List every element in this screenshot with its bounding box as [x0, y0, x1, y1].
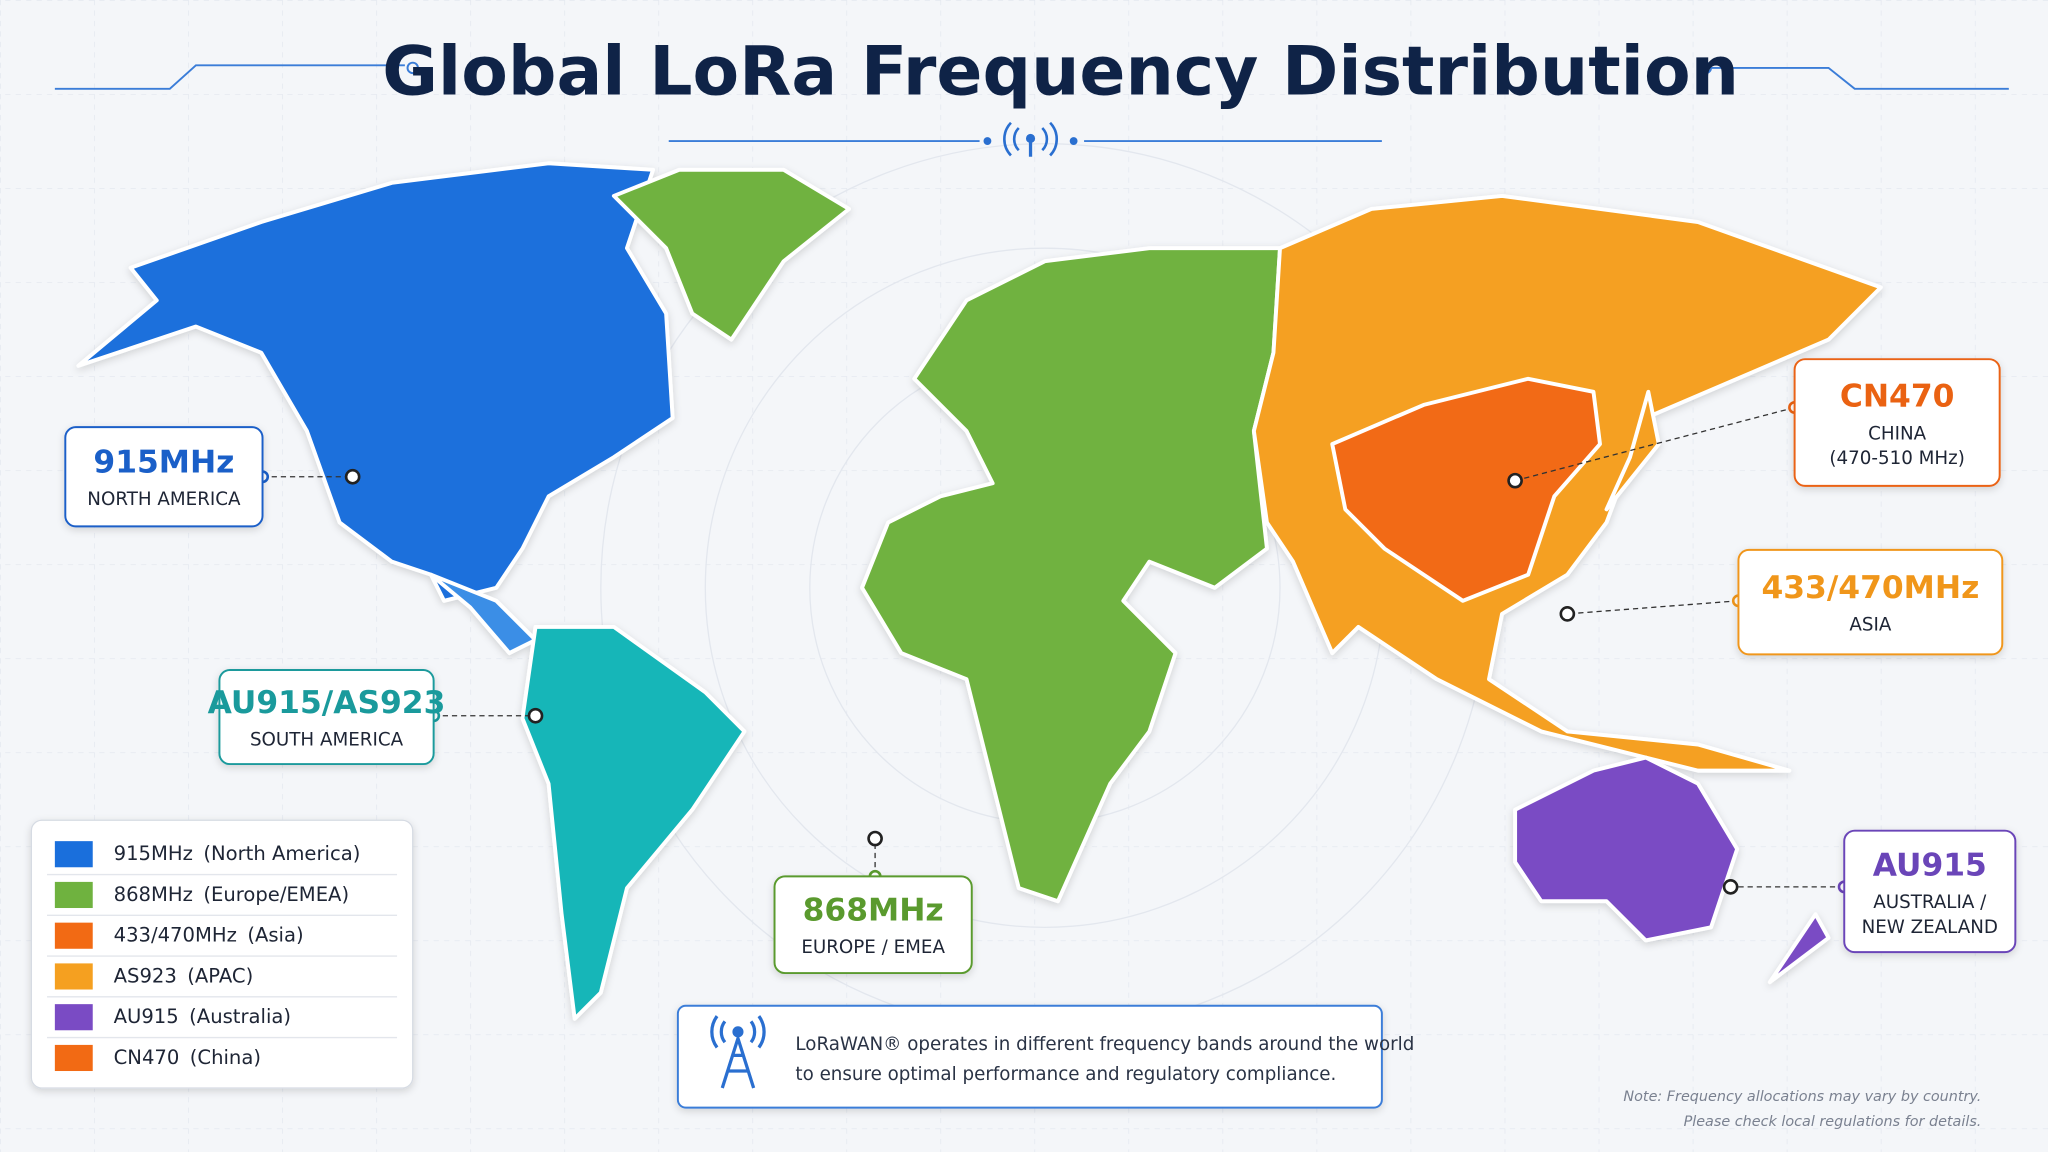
legend-label: 915MHz (North America) [114, 842, 361, 865]
connector-dot [344, 468, 361, 485]
callout: 433/470MHz ASIA [1559, 548, 2004, 656]
info-box: LoRaWAN® operates in different frequency… [676, 1004, 1414, 1109]
greenland [611, 167, 851, 342]
legend-swatch [54, 841, 93, 868]
callout-box [64, 426, 264, 528]
legend-region: (China) [190, 1045, 261, 1068]
legend-swatch [54, 922, 93, 949]
connector [1514, 406, 1795, 482]
callout: AU915 AUSTRALIA / NEW ZEALAND [1722, 829, 2017, 954]
callout-region: AUSTRALIA / [1873, 892, 1987, 913]
central-america [429, 572, 538, 656]
australia [1513, 755, 1740, 943]
callout-box [1737, 548, 2004, 656]
callout-region: NEW ZEALAND [1862, 917, 1998, 938]
china [1330, 376, 1602, 603]
south-america [520, 624, 747, 1021]
legend: 915MHz (North America) 868MHz (Europe/EMEA)… [30, 819, 414, 1089]
callout-band: 433/470MHz [1761, 570, 1979, 606]
connector-dot [527, 707, 544, 724]
legend-band: CN470 [114, 1045, 180, 1068]
legend-band: 915MHz [114, 842, 193, 865]
legend-swatch [54, 881, 93, 909]
legend-label: AS923 (APAC) [114, 964, 254, 987]
callout-box [1843, 829, 2017, 954]
legend-region: (APAC) [187, 964, 253, 987]
legend-label: 868MHz (Europe/EMEA) [114, 882, 349, 905]
japan [1604, 389, 1661, 512]
callout-region: NORTH AMERICA [87, 489, 241, 510]
connector-dot [1559, 606, 1576, 622]
legend-label: AU915 (Australia) [114, 1005, 291, 1028]
north-america [76, 161, 675, 603]
legend-swatch [54, 1004, 93, 1031]
header-decoration [54, 61, 2009, 143]
legend-region: (Australia) [189, 1005, 291, 1028]
legend-swatch [54, 963, 93, 990]
legend-region: (North America) [203, 842, 360, 865]
callout-region: ASIA [1849, 615, 1891, 636]
note: Note: Frequency allocations may vary by … [1623, 1089, 1981, 1105]
tower-icon [710, 1015, 766, 1089]
legend-label: CN470 (China) [114, 1045, 261, 1068]
callout: 868MHz EUROPE / EMEA [773, 830, 973, 975]
callout-band: AU915 [1873, 848, 1987, 884]
callout-box [773, 875, 973, 975]
callout: 915MHz NORTH AMERICA [64, 426, 361, 528]
legend-box [30, 819, 414, 1089]
legend-band: AU915 [114, 1005, 179, 1028]
connector-dot [1722, 879, 1739, 895]
callout-region: EUROPE / EMEA [801, 937, 945, 958]
title: Global LoRa Frequency Distribution [382, 32, 1739, 111]
callout-band: CN470 [1840, 379, 1955, 415]
legend-region: (Asia) [247, 923, 303, 946]
callout-region: SOUTH AMERICA [250, 730, 404, 751]
callout-band: 868MHz [803, 893, 944, 929]
callouts: 915MHz NORTH AMERICA AU915/AS923 SOUTH AMER… [64, 358, 2017, 975]
connector [1567, 600, 1739, 615]
new-zealand [1767, 912, 1831, 985]
legend-band: 868MHz [114, 882, 193, 905]
callout-band: 915MHz [93, 445, 234, 481]
connector-dot [867, 830, 883, 847]
info-text: LoRaWAN® operates in different frequency… [795, 1034, 1414, 1055]
info-text: to ensure optimal performance and regula… [795, 1064, 1336, 1085]
callout-region: (470-510 MHz) [1829, 448, 1964, 469]
callout-band: AU915/AS923 [208, 685, 446, 721]
callout: AU915/AS923 SOUTH AMERICA [208, 669, 544, 766]
legend-band: 433/470MHz [114, 923, 237, 946]
callout: CN470 CHINA (470-510 MHz) [1507, 358, 2001, 489]
callout-box [1793, 358, 2001, 487]
world-map [76, 161, 1883, 1021]
callout-region: CHINA [1868, 423, 1927, 444]
legend-label: 433/470MHz (Asia) [114, 923, 304, 946]
legend-band: AS923 [114, 964, 177, 987]
connector-dot [1507, 472, 1523, 489]
note: Please check local regulations for detai… [1684, 1114, 1982, 1130]
header-icon [983, 121, 1078, 157]
info-frame [676, 1004, 1383, 1109]
legend-swatch [54, 1044, 93, 1072]
legend-region: (Europe/EMEA) [203, 882, 349, 905]
callout-box [218, 669, 435, 766]
